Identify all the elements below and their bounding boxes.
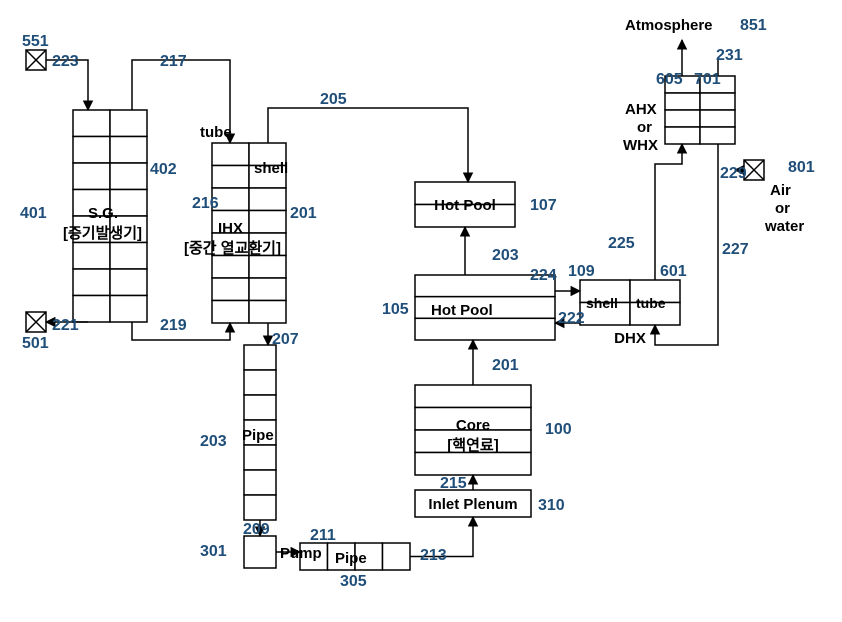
svg-text:205: 205 bbox=[320, 91, 347, 108]
svg-text:Core: Core bbox=[456, 417, 490, 434]
svg-text:219: 219 bbox=[160, 317, 187, 334]
svg-text:Atmosphere: Atmosphere bbox=[625, 17, 713, 34]
svg-text:203: 203 bbox=[200, 433, 227, 450]
svg-text:310: 310 bbox=[538, 497, 565, 514]
svg-text:Pipe: Pipe bbox=[335, 550, 367, 567]
svg-text:WHX: WHX bbox=[623, 137, 658, 154]
svg-text:201: 201 bbox=[492, 357, 519, 374]
svg-text:AHX: AHX bbox=[625, 101, 657, 118]
svg-text:217: 217 bbox=[160, 53, 187, 70]
svg-text:211: 211 bbox=[310, 527, 336, 544]
svg-text:801: 801 bbox=[788, 159, 815, 176]
svg-text:601: 601 bbox=[660, 263, 687, 280]
svg-text:213: 213 bbox=[420, 547, 447, 564]
svg-text:Pipe: Pipe bbox=[242, 427, 274, 444]
svg-text:401: 401 bbox=[20, 205, 47, 222]
svg-text:402: 402 bbox=[150, 161, 177, 178]
svg-text:215: 215 bbox=[440, 475, 467, 492]
svg-text:107: 107 bbox=[530, 197, 557, 214]
svg-text:[증기발생기]: [증기발생기] bbox=[63, 225, 142, 242]
svg-text:225: 225 bbox=[608, 235, 635, 252]
flow-diagram: S.G. [증기발생기] IHX [중간 열교환기] tube shell Pipe Pipe… bbox=[0, 0, 842, 622]
svg-text:[핵연료]: [핵연료] bbox=[447, 437, 498, 454]
svg-text:Hot Pool: Hot Pool bbox=[431, 302, 493, 319]
svg-text:shell: shell bbox=[586, 295, 618, 311]
svg-text:105: 105 bbox=[382, 301, 409, 318]
svg-text:S.G.: S.G. bbox=[88, 205, 118, 222]
svg-text:222: 222 bbox=[558, 310, 585, 327]
svg-text:IHX: IHX bbox=[218, 220, 243, 237]
svg-text:Inlet Plenum: Inlet Plenum bbox=[428, 496, 517, 513]
svg-text:Pump: Pump bbox=[280, 545, 322, 562]
svg-text:or: or bbox=[775, 200, 790, 217]
svg-text:water: water bbox=[764, 218, 804, 235]
svg-text:109: 109 bbox=[568, 263, 595, 280]
svg-text:[중간 열교환기]: [중간 열교환기] bbox=[184, 239, 281, 257]
svg-text:207: 207 bbox=[272, 331, 299, 348]
svg-text:209: 209 bbox=[243, 521, 270, 538]
svg-text:201: 201 bbox=[290, 205, 317, 222]
svg-text:tube: tube bbox=[200, 124, 232, 141]
svg-text:305: 305 bbox=[340, 573, 367, 590]
svg-text:229: 229 bbox=[720, 165, 747, 182]
svg-text:shell: shell bbox=[254, 160, 288, 177]
svg-text:231: 231 bbox=[716, 47, 743, 64]
svg-text:tube: tube bbox=[636, 295, 666, 311]
svg-text:221: 221 bbox=[52, 317, 79, 334]
svg-text:100: 100 bbox=[545, 421, 572, 438]
svg-text:605: 605 bbox=[656, 71, 683, 88]
svg-text:223: 223 bbox=[52, 53, 79, 70]
svg-text:501: 501 bbox=[22, 335, 49, 352]
svg-text:701: 701 bbox=[694, 71, 721, 88]
svg-text:DHX: DHX bbox=[614, 330, 646, 347]
svg-text:203: 203 bbox=[492, 247, 519, 264]
svg-text:216: 216 bbox=[192, 195, 219, 212]
svg-text:224: 224 bbox=[530, 267, 557, 284]
svg-text:or: or bbox=[637, 119, 652, 136]
svg-text:Air: Air bbox=[770, 182, 791, 199]
svg-text:851: 851 bbox=[740, 17, 767, 34]
svg-text:301: 301 bbox=[200, 543, 227, 560]
svg-text:Hot Pool: Hot Pool bbox=[434, 197, 496, 214]
svg-text:551: 551 bbox=[22, 33, 49, 50]
svg-text:227: 227 bbox=[722, 241, 749, 258]
